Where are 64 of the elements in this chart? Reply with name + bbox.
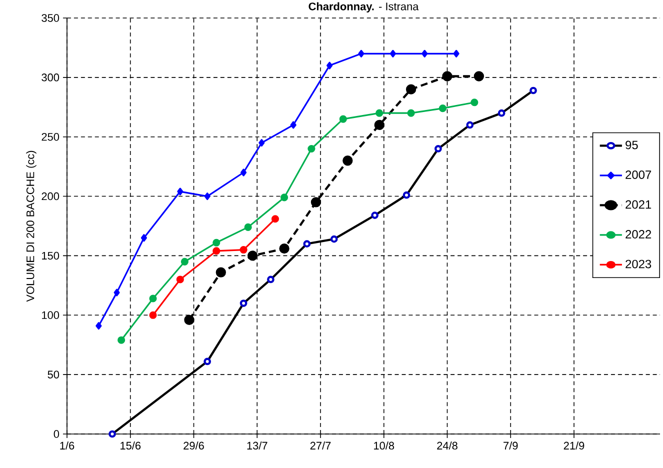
point [470, 98, 478, 106]
y-tick-label: 200 [42, 192, 60, 200]
point [114, 288, 120, 296]
legend-label: 2023 [626, 260, 652, 268]
point [149, 294, 157, 302]
point [184, 314, 194, 325]
point [248, 250, 258, 261]
point [390, 50, 396, 58]
y-axis-title: VOLUME DI 200 BACCHE (cc) [26, 150, 36, 302]
point [422, 50, 428, 58]
point [308, 144, 316, 153]
point [474, 71, 484, 82]
y-tick-label: 150 [42, 252, 60, 260]
x-tick-label: 7/9 [504, 442, 518, 450]
x-tick-label: 24/8 [437, 442, 458, 450]
point [180, 258, 188, 266]
point [258, 139, 265, 147]
y-tick-label: 350 [42, 14, 60, 22]
x-tick-label: 13/7 [247, 442, 268, 450]
point [280, 194, 288, 202]
x-tick-label: 1/6 [60, 442, 74, 450]
point [326, 62, 333, 70]
x-tick-label: 15/6 [120, 442, 141, 450]
point [407, 109, 415, 117]
point [244, 223, 252, 231]
point [339, 115, 347, 123]
point [176, 276, 184, 284]
legend-label: 2007 [626, 170, 652, 179]
y-tick-label: 250 [42, 132, 60, 141]
legend-label: 2021 [626, 200, 652, 209]
point [374, 120, 384, 130]
point [240, 168, 247, 176]
point [212, 247, 220, 255]
point [279, 244, 290, 254]
chart-title: Chardonnay. - Istrana [308, 2, 419, 12]
point [96, 322, 102, 330]
point [212, 238, 220, 246]
point [406, 84, 416, 94]
point [453, 50, 460, 58]
point [438, 104, 447, 112]
point [216, 267, 226, 278]
point [358, 50, 364, 58]
point [290, 121, 296, 129]
point [271, 215, 280, 223]
x-tick-label: 27/7 [310, 442, 331, 450]
point [177, 188, 184, 196]
point [342, 156, 353, 166]
point [240, 246, 248, 254]
x-tick-label: 29/6 [184, 442, 204, 450]
y-tick-label: 50 [48, 370, 60, 378]
point [310, 197, 322, 208]
y-tick-label: 300 [42, 74, 60, 82]
point [118, 336, 126, 344]
point [442, 71, 452, 82]
point [376, 109, 384, 117]
x-tick-label: 10/8 [374, 442, 394, 450]
legend-label: 2022 [626, 230, 652, 238]
y-tick-label: 0 [54, 430, 60, 438]
point [204, 192, 210, 200]
point [140, 234, 147, 242]
legend-label: 95 [626, 140, 638, 150]
y-tick-label: 100 [42, 311, 60, 320]
x-tick-label: 21/9 [564, 442, 584, 450]
point [149, 311, 157, 319]
